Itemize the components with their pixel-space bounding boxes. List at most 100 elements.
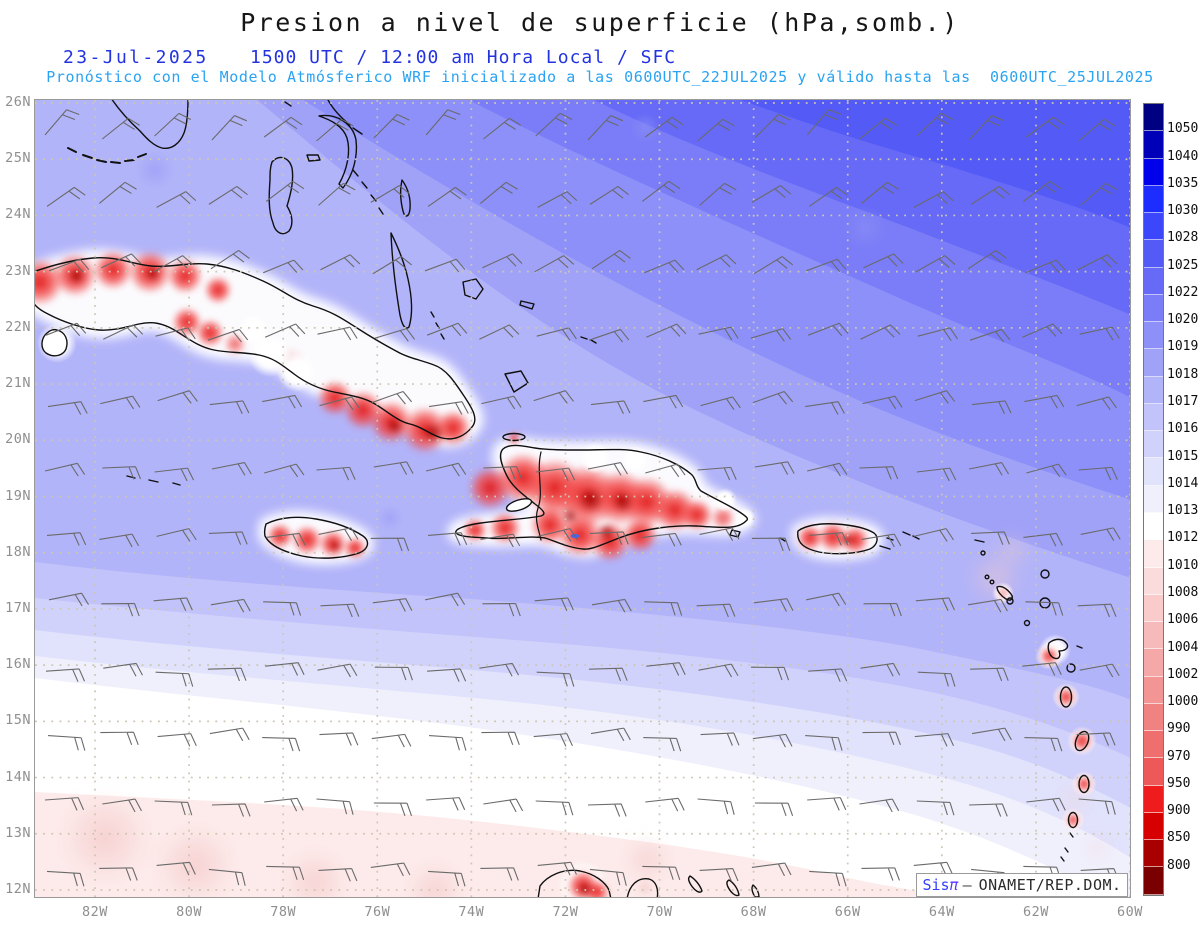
wind-barb <box>153 597 193 611</box>
wind-barb <box>100 395 141 410</box>
wind-barb <box>537 528 578 542</box>
wind-barb <box>590 727 631 742</box>
wind-barb <box>262 259 304 274</box>
wind-barb <box>588 328 630 343</box>
wind-barb <box>1078 466 1118 481</box>
wind-barb <box>807 462 848 477</box>
wind-barb <box>428 870 466 887</box>
wind-barb <box>915 597 955 611</box>
colorbar-tick-label: 1004 <box>1167 639 1199 655</box>
wind-barb <box>210 249 250 270</box>
wind-barb <box>750 328 792 342</box>
wind-barb <box>646 323 687 338</box>
wind-barb <box>318 868 358 882</box>
wind-barb <box>103 324 144 340</box>
wind-barb <box>969 803 1008 817</box>
wind-barb <box>589 868 627 886</box>
wind-barb <box>972 400 1012 414</box>
wind-barb <box>1023 180 1062 202</box>
wind-barb <box>44 462 86 477</box>
lon-label: 76W <box>364 904 391 920</box>
wind-barb <box>1022 662 1062 676</box>
colorbar-tick-label: 900 <box>1167 803 1191 819</box>
wind-barb <box>427 668 467 682</box>
page-title: Presion a nivel de superficie (hPa,somb.… <box>240 8 960 37</box>
colorbar-cell <box>1144 703 1163 732</box>
colorbar-cell <box>1144 376 1163 404</box>
wind-barb <box>970 185 1011 205</box>
colorbar-cell <box>1144 812 1163 841</box>
colorbar-tick-label: 1010 <box>1167 557 1199 573</box>
wind-barb <box>374 328 416 342</box>
wind-barb <box>807 797 847 811</box>
wind-barb <box>480 533 521 548</box>
wind-barb <box>157 733 197 747</box>
wind-barb <box>318 182 356 206</box>
wind-barb <box>1022 323 1063 338</box>
wind-barb <box>806 592 847 607</box>
lon-label: 82W <box>82 904 108 920</box>
wind-barb <box>98 181 137 204</box>
wind-barb <box>968 462 1010 476</box>
wind-barb <box>751 537 791 552</box>
wind-barb <box>969 328 1011 343</box>
wind-barb <box>209 727 250 742</box>
wind-barb <box>534 255 575 273</box>
wind-barb <box>1077 254 1118 271</box>
wind-barb <box>266 532 306 547</box>
colorbar-tick-label: 1025 <box>1167 257 1199 273</box>
wind-barb <box>913 191 954 208</box>
wind-barb <box>917 671 956 687</box>
watermark-badge: Sis π — ONAMET/REP.DOM. <box>916 873 1128 897</box>
wind-barb <box>157 390 198 404</box>
wind-barbs <box>44 109 1121 887</box>
wind-barb <box>429 401 469 415</box>
wind-barb <box>641 180 681 202</box>
wind-barb <box>210 598 251 613</box>
lat-label: 13N <box>5 824 31 841</box>
colorbar-tick-label: 1030 <box>1167 203 1199 219</box>
colorbar-tick-label: 1014 <box>1167 475 1199 491</box>
wind-barb <box>534 597 574 611</box>
wind-barb <box>482 602 521 617</box>
wind-barb <box>967 249 1007 270</box>
wind-barb <box>1076 396 1117 410</box>
wind-barb <box>809 870 847 887</box>
wind-barb <box>535 112 573 137</box>
colorbar-tick-label: 950 <box>1167 775 1191 791</box>
colorbar-cell <box>1144 567 1163 595</box>
wind-barb <box>914 733 955 747</box>
wind-barb <box>753 256 794 275</box>
wind-barb <box>373 113 410 139</box>
wind-barb <box>482 253 523 269</box>
colorbar-cell <box>1144 213 1163 241</box>
wind-barb <box>370 537 410 552</box>
wind-barb <box>645 463 686 478</box>
lat-label: 25N <box>5 150 31 167</box>
lon-label: 68W <box>740 904 767 920</box>
wind-barb <box>154 112 192 137</box>
wind-barb <box>646 662 686 676</box>
wind-barb <box>264 463 305 478</box>
wind-barb <box>101 602 140 617</box>
wind-barb <box>1079 663 1120 678</box>
wind-barb <box>155 671 194 687</box>
wind-barb <box>862 395 903 410</box>
colorbar-cell <box>1144 267 1163 295</box>
colorbar-cell <box>1144 594 1163 623</box>
wind-barb <box>319 396 360 410</box>
wind-barb <box>699 527 740 541</box>
wind-barb <box>208 868 246 886</box>
colorbar-cell <box>1144 649 1163 677</box>
wind-barb <box>587 803 627 817</box>
wind-barb <box>207 328 249 343</box>
wind-barb <box>1076 732 1116 746</box>
wind-barb <box>806 258 847 273</box>
wind-barb <box>102 466 142 480</box>
coastlines <box>35 100 1090 897</box>
wind-barb <box>591 249 631 270</box>
wind-barb <box>808 668 848 682</box>
lat-label: 17N <box>5 599 31 616</box>
wind-barb <box>859 466 899 480</box>
wind-barb <box>103 662 143 677</box>
